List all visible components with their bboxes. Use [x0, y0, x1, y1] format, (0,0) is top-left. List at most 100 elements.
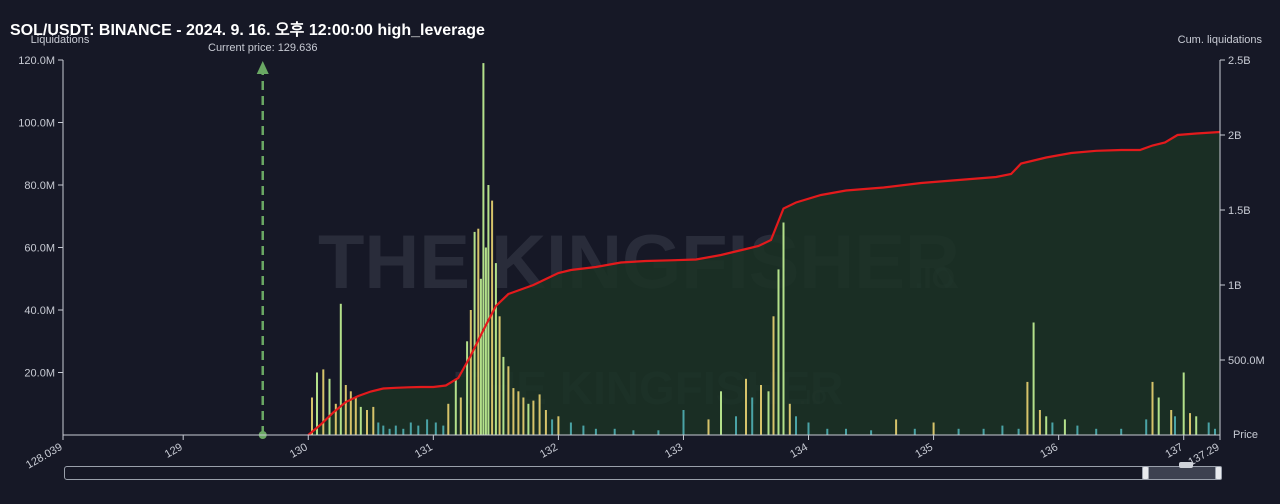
- liquidation-bar: [795, 416, 797, 436]
- x-tick-label: 136: [1038, 441, 1060, 461]
- liquidation-bar: [657, 430, 660, 435]
- y-tick-label: 80.0M: [24, 180, 55, 192]
- liquidation-bar: [484, 247, 487, 435]
- liquidation-bar: [594, 428, 597, 436]
- liquidation-bar: [1001, 425, 1004, 435]
- liquidation-bars: [311, 63, 1216, 436]
- liquidation-bar: [1174, 416, 1176, 436]
- liquidation-bar: [582, 425, 585, 435]
- liquidation-bar: [512, 388, 515, 435]
- cumulative-liquidations-line: [307, 130, 1221, 436]
- liquidation-bar: [632, 430, 635, 435]
- current-price-marker: Current price: 129.636: [208, 42, 317, 439]
- range-slider-left-handle[interactable]: [1142, 466, 1149, 480]
- x-tick-label: 128.039: [24, 441, 64, 471]
- y2-axis-title: Cum. liquidations: [1178, 34, 1263, 46]
- liquidation-bar: [544, 410, 547, 435]
- liquidation-bar: [349, 391, 352, 436]
- y2-tick-label: 500.0M: [1228, 355, 1265, 367]
- liquidation-bar: [557, 416, 560, 436]
- liquidation-bar: [491, 200, 494, 435]
- liquidation-bar: [359, 406, 362, 435]
- chart-title: SOL/USDT: BINANCE - 2024. 9. 16. 오후 12:0…: [10, 22, 485, 39]
- liquidation-bar: [459, 397, 462, 435]
- current-price-label: Current price: 129.636: [208, 42, 317, 54]
- liquidation-bar: [1170, 410, 1173, 435]
- liquidation-bar: [767, 391, 770, 436]
- liquidation-bar: [777, 269, 780, 435]
- liquidation-bar: [551, 419, 554, 435]
- liquidation-bar: [417, 425, 420, 435]
- liquidation-bar: [426, 419, 429, 435]
- cumulative-area: [308, 132, 1221, 435]
- liquidation-bar: [1051, 422, 1054, 435]
- liquidation-bar: [479, 278, 482, 436]
- liquidation-bar: [720, 391, 722, 436]
- liquidation-bar: [442, 425, 445, 435]
- range-slider[interactable]: [64, 462, 1222, 480]
- y2-tick-label: 2B: [1228, 130, 1241, 142]
- liquidation-bar: [1182, 372, 1185, 435]
- y-tick-label: 60.0M: [24, 243, 55, 255]
- liquidation-bar: [311, 397, 313, 435]
- liquidation-bar: [382, 425, 385, 435]
- liquidation-bar: [388, 428, 391, 436]
- cumulative-line-layer: [307, 130, 1221, 436]
- liquidation-bar: [487, 185, 490, 435]
- y-tick-label: 20.0M: [24, 368, 55, 380]
- liquidation-bar: [1120, 428, 1123, 436]
- liquidation-bar: [782, 222, 785, 435]
- liquidation-bar: [1026, 381, 1029, 435]
- liquidation-bar: [502, 356, 505, 435]
- x-tick-label: 132: [538, 441, 560, 461]
- liquidation-bar: [316, 372, 318, 435]
- liquidation-bar: [1207, 422, 1210, 435]
- liquidation-bar: [434, 422, 437, 435]
- liquidation-bar: [982, 428, 985, 436]
- liquidation-bar: [402, 428, 405, 436]
- liquidation-bar: [1214, 428, 1216, 436]
- x-tick-label: 133: [663, 441, 685, 461]
- x-tick-label: 135: [913, 441, 935, 461]
- liquidation-bar: [517, 391, 520, 436]
- liquidation-bar: [745, 378, 747, 436]
- liquidation-bar: [1195, 416, 1198, 436]
- range-slider-right-handle[interactable]: [1215, 466, 1222, 480]
- range-slider-grip-icon[interactable]: [1179, 462, 1193, 468]
- y-tick-label: 120.0M: [18, 55, 55, 67]
- liquidation-bar: [788, 403, 791, 436]
- liquidation-bar: [527, 403, 530, 436]
- liquidation-bar: [334, 403, 337, 436]
- liquidation-bar: [1045, 416, 1048, 436]
- liquidation-bar: [1017, 428, 1020, 436]
- liquidation-bar: [707, 419, 710, 435]
- liquidation-bar: [498, 316, 501, 436]
- y2-tick-label: 1B: [1228, 280, 1241, 292]
- liquidation-bar: [1032, 322, 1035, 435]
- y-axis-title: Liquidations: [31, 34, 90, 46]
- liquidation-bar: [932, 422, 935, 435]
- x-tick-label: 130: [288, 441, 310, 461]
- liquidation-bar: [372, 406, 375, 435]
- liquidation-bar: [394, 425, 397, 435]
- liquidation-bar: [751, 397, 754, 435]
- cumulative-area-fill: [308, 132, 1221, 435]
- liquidation-bar: [494, 263, 497, 435]
- liquidation-bar: [522, 397, 525, 435]
- range-slider-window[interactable]: [1142, 466, 1222, 480]
- liquidation-bar: [1145, 419, 1148, 435]
- liquidation-bar: [473, 231, 476, 435]
- liquidation-bar: [845, 428, 847, 436]
- liquidation-bar: [1189, 413, 1191, 435]
- y2-tick-label: 1.5B: [1228, 205, 1251, 217]
- current-price-arrow-icon: [256, 61, 269, 74]
- liquidation-bar: [760, 385, 762, 435]
- liquidation-bar: [870, 430, 873, 435]
- liquidation-bar: [826, 428, 829, 436]
- liquidation-bar: [1151, 381, 1154, 435]
- liquidation-bar: [895, 419, 898, 435]
- x-tick-label: 129: [163, 441, 185, 461]
- liquidation-bar: [772, 316, 775, 436]
- axes: 20.0M 40.0M 60.0M 80.0M 100.0M 120.0M 500.0M 1B…: [18, 34, 1264, 471]
- liquidation-bar: [735, 416, 737, 436]
